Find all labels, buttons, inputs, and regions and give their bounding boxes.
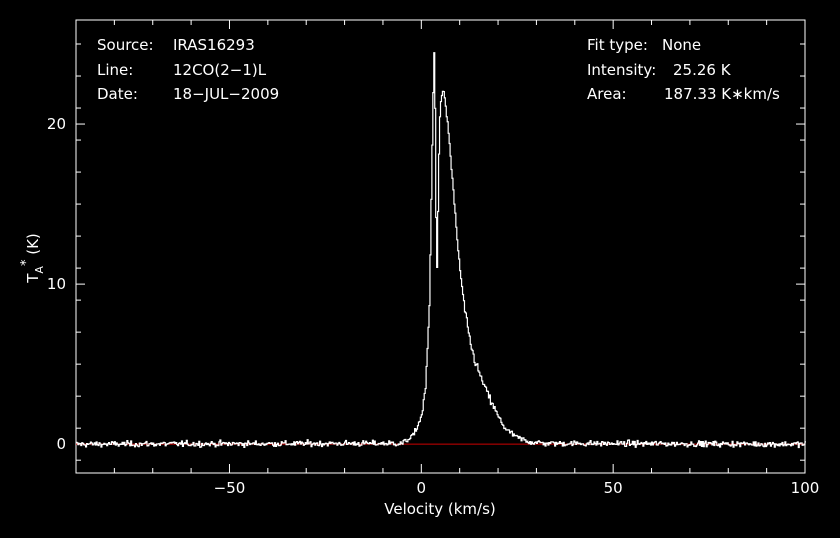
y-axis-label: TA* (K) — [19, 233, 46, 284]
x-axis-label: Velocity (km/s) — [384, 500, 495, 518]
line-value: 12CO(2−1)L — [173, 61, 267, 79]
fit-type-label: Fit type: — [587, 36, 648, 54]
x-tick-label: −50 — [214, 479, 246, 497]
y-tick-label: 20 — [47, 115, 66, 133]
y-tick-label: 0 — [56, 435, 66, 453]
area-label: Area: — [587, 85, 627, 103]
source-label: Source: — [97, 36, 154, 54]
intensity-label: Intensity: — [587, 61, 656, 79]
x-tick-label: 50 — [604, 479, 623, 497]
date-label: Date: — [97, 85, 138, 103]
area-value: 187.33 K∗km/s — [664, 85, 780, 103]
date-value: 18−JUL−2009 — [173, 85, 279, 103]
line-label: Line: — [97, 61, 133, 79]
x-tick-label: 0 — [417, 479, 427, 497]
axis-ticks — [75, 20, 806, 473]
fit-type-value: None — [662, 36, 701, 54]
source-value: IRAS16293 — [173, 36, 255, 54]
spectrum-line — [76, 52, 806, 449]
svg-text:TA* (K): TA* (K) — [19, 233, 46, 284]
tick-labels: −50 0 50 100 0 10 20 — [47, 115, 819, 497]
plot-frame — [75, 19, 806, 474]
x-tick-label: 100 — [791, 479, 820, 497]
intensity-value: 25.26 K — [673, 61, 732, 79]
y-tick-label: 10 — [47, 275, 66, 293]
